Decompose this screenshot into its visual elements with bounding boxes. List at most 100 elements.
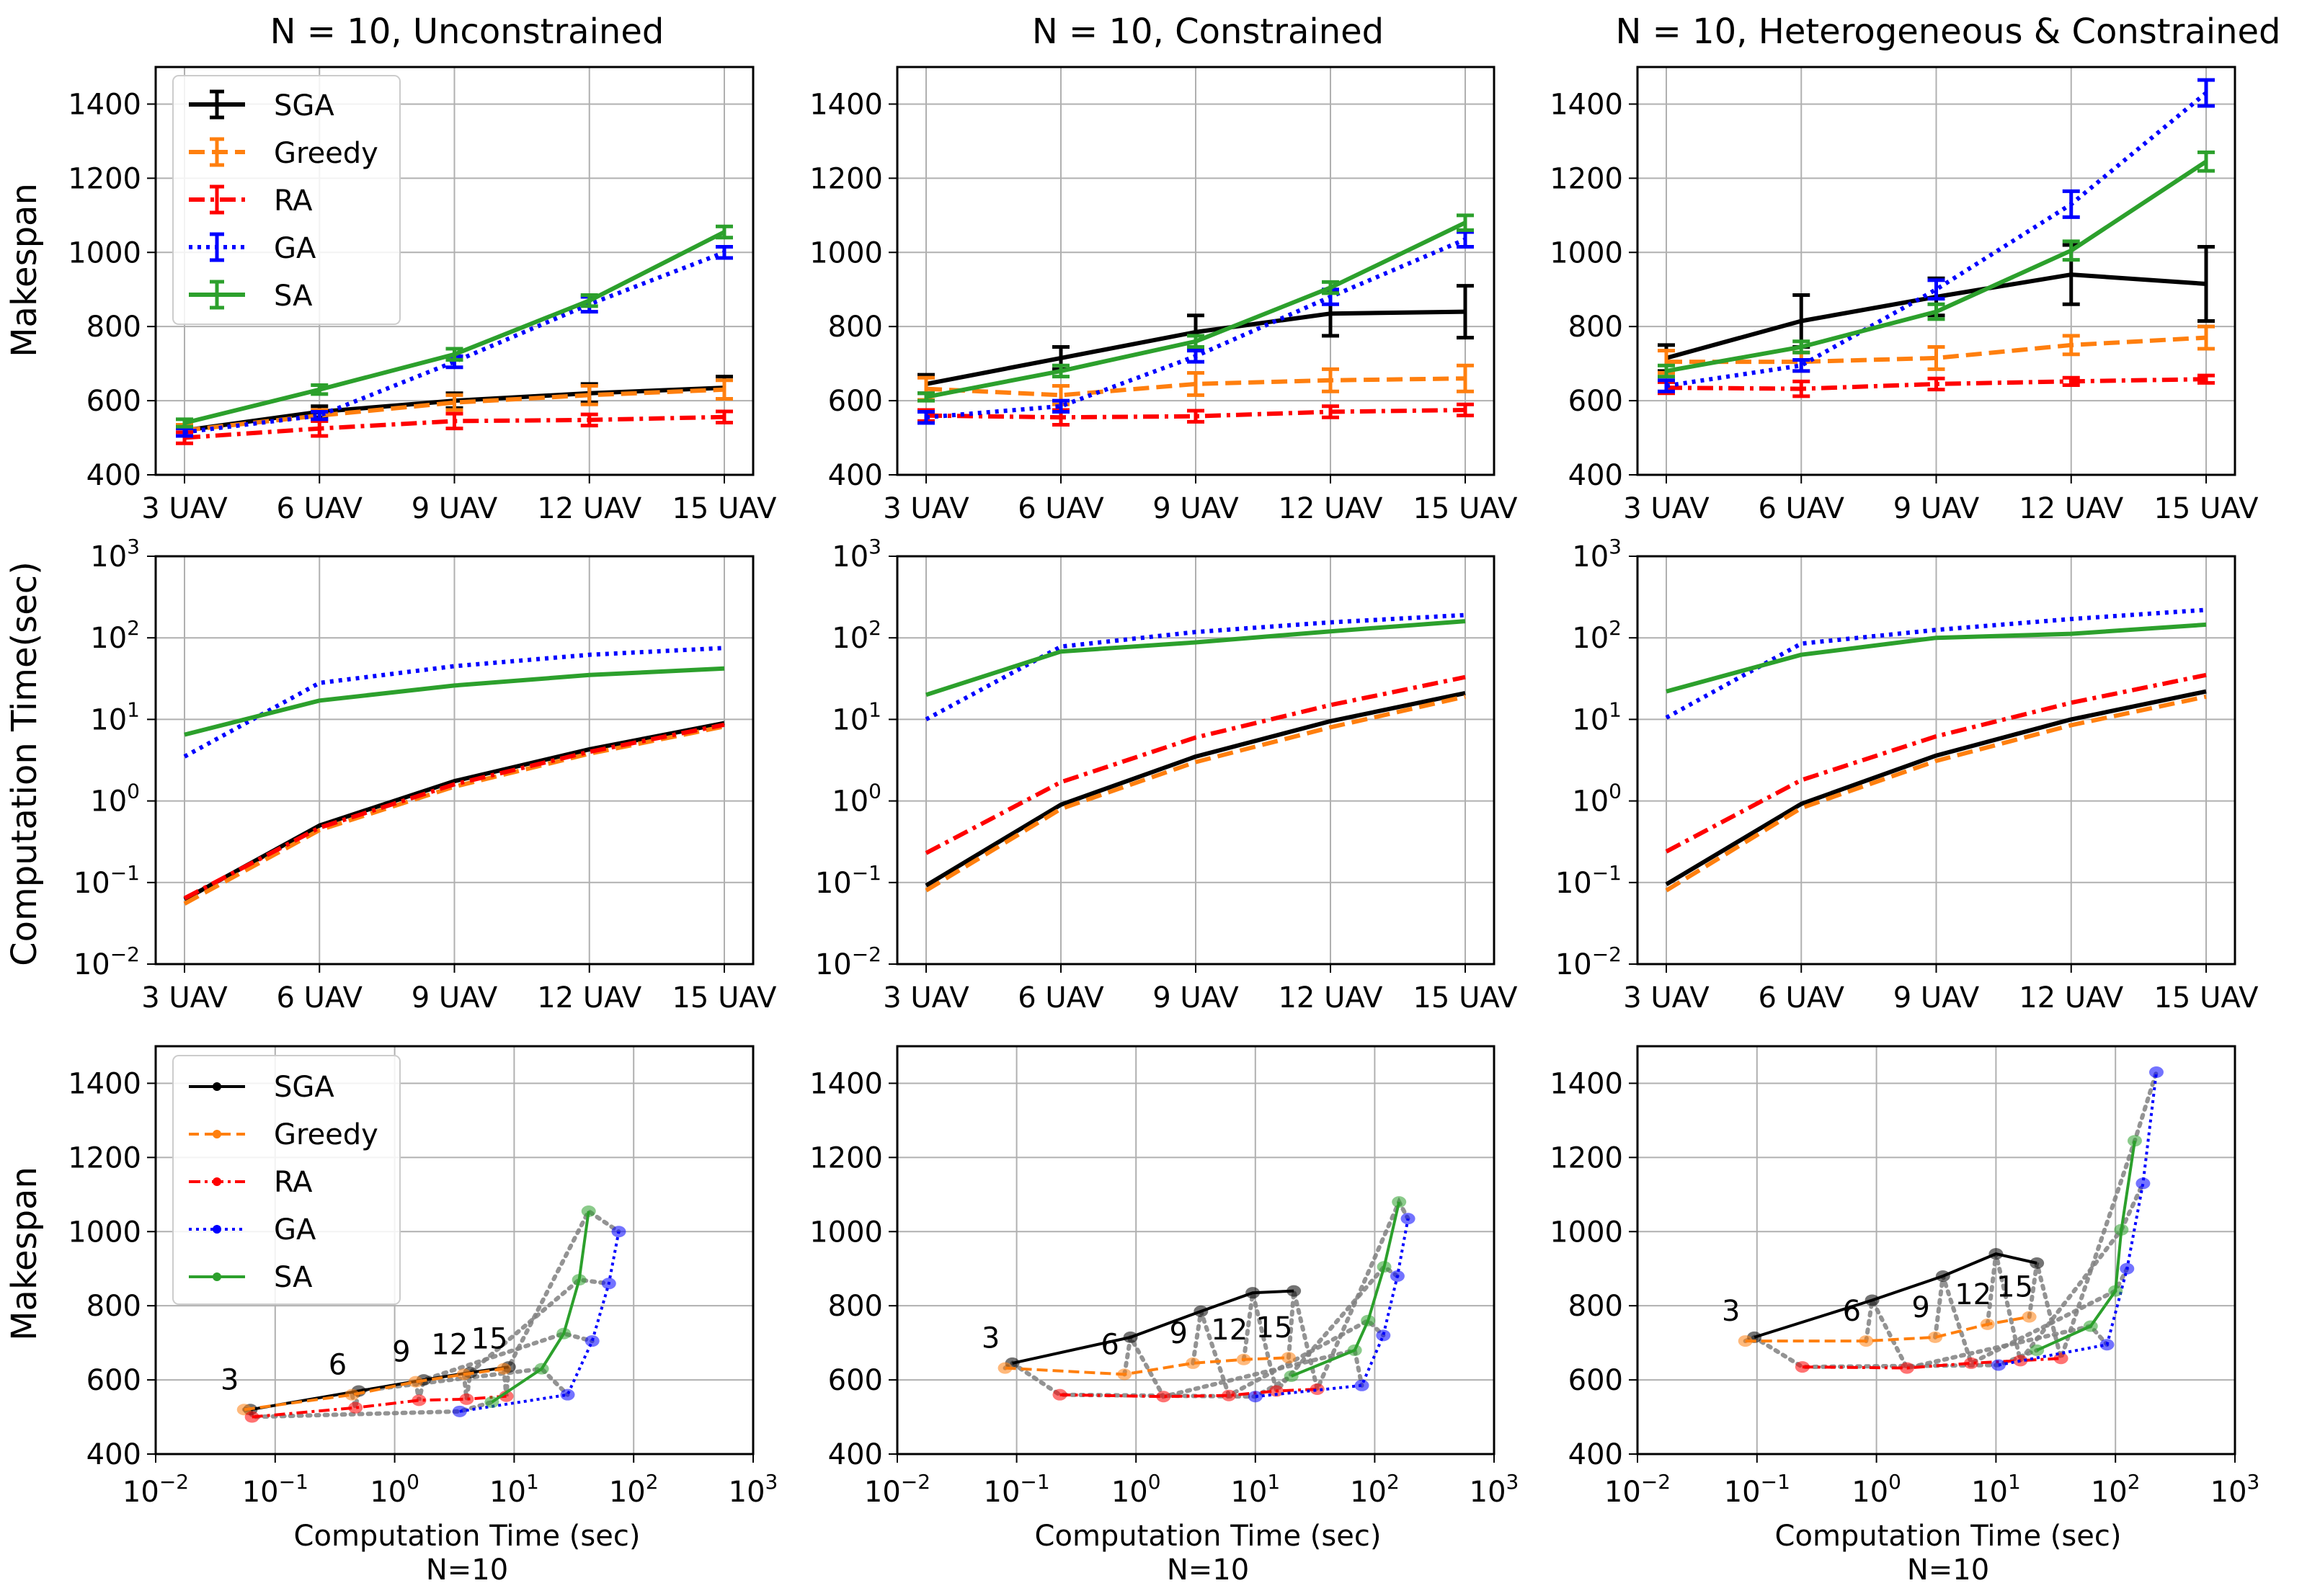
x-tick-exponent: 3 — [2247, 1470, 2260, 1494]
y-tick-exponent: −2 — [1592, 942, 1622, 966]
row3-col2-xlabel: Computation Time (sec) — [1035, 1520, 1382, 1553]
x-tick-label: 6 UAV — [276, 492, 363, 525]
y-tick-label: 1400 — [1550, 88, 1623, 121]
point-ga — [1991, 1359, 2006, 1371]
series-line-ra — [1665, 672, 2207, 854]
uav-count-label: 6 — [1843, 1295, 1861, 1328]
row3-col3-subxlabel: N=10 — [1907, 1553, 1989, 1587]
y-tick-label: 1400 — [68, 1067, 141, 1100]
x-tick-label: 9 UAV — [412, 492, 498, 525]
series-line-greedy — [244, 1367, 505, 1412]
x-tick-label: 3 UAV — [141, 492, 228, 525]
row3-col3-xlabel: Computation Time (sec) — [1775, 1520, 2122, 1553]
series-line-greedy — [925, 376, 1466, 398]
point-greedy — [1186, 1357, 1201, 1369]
uav-count-label: 9 — [1169, 1317, 1187, 1350]
y-tick-label: 1200 — [809, 1141, 883, 1174]
series-line-ra — [1059, 1388, 1317, 1399]
y-tick-label: 800 — [828, 1290, 883, 1323]
row3-col1-subxlabel: N=10 — [426, 1553, 508, 1587]
point-ra — [1795, 1361, 1810, 1373]
y-tick-label: 800 — [86, 1290, 141, 1323]
point-sga — [1935, 1270, 1950, 1283]
y-tick-exponent: 2 — [127, 616, 140, 640]
uav-count-label: 12 — [1211, 1314, 1248, 1347]
point-sga — [1194, 1305, 1209, 1317]
y-tick-exponent: 3 — [868, 535, 881, 558]
y-tick-label: 600 — [828, 1364, 883, 1397]
point-ga — [452, 1405, 467, 1417]
point-sga — [1988, 1248, 2004, 1260]
uav-count-label: 3 — [221, 1363, 239, 1396]
point-sa — [2030, 1344, 2045, 1356]
uav-count-label: 9 — [392, 1336, 410, 1369]
legend-bottom-ga: GA — [189, 1213, 316, 1247]
x-tick-exponent: 3 — [1506, 1470, 1519, 1494]
x-tick-label: 6 UAV — [1758, 492, 1844, 525]
y-tick-exponent: 0 — [868, 780, 881, 803]
axes-frame — [1636, 66, 2236, 476]
legend-bottom-sga: SGA — [189, 1071, 334, 1104]
y-tick-label: 600 — [86, 385, 141, 418]
uav-count-label: 3 — [982, 1322, 1000, 1355]
point-ga — [1376, 1329, 1391, 1342]
point-greedy — [497, 1363, 512, 1375]
point-sa — [572, 1274, 587, 1286]
y-tick-label: 1000 — [68, 1216, 141, 1249]
y-tick-label: 1000 — [1550, 1216, 1623, 1249]
y-tick-label: 1200 — [68, 162, 141, 195]
point-greedy — [1236, 1353, 1251, 1365]
point-ga — [2135, 1177, 2151, 1190]
point-ga — [1354, 1379, 1369, 1391]
x-tick-label: 3 UAV — [1623, 492, 1710, 525]
x-tick-exponent: 0 — [1888, 1470, 1901, 1494]
point-sa — [2108, 1285, 2123, 1297]
x-tick-label: 15 UAV — [2154, 981, 2259, 1015]
y-tick-label: 800 — [828, 311, 883, 344]
panel-row1-col3: 400 600 800 1000 1200 1400 3 UAV 6 UAV 9 UAV 12 U… — [1550, 66, 2259, 525]
y-tick-label: 1400 — [1550, 1067, 1623, 1100]
x-tick-label: 3 UAV — [883, 492, 969, 525]
x-tick-exponent: 2 — [646, 1470, 659, 1494]
x-tick-exponent: 0 — [406, 1470, 419, 1494]
series-line-ga — [459, 1231, 621, 1413]
y-tick-label: 100 — [90, 780, 140, 819]
point-ra — [1268, 1385, 1284, 1397]
point-greedy — [997, 1362, 1013, 1374]
y-tick-exponent: −2 — [852, 942, 881, 966]
point-sa — [2114, 1223, 2129, 1236]
x-tick-label: 6 UAV — [1018, 981, 1104, 1015]
y-tick-label: 400 — [86, 1438, 141, 1471]
connector-line — [1003, 1360, 1294, 1399]
x-tick-exponent: 1 — [2008, 1470, 2021, 1494]
series-line-greedy — [1665, 694, 2207, 893]
series-line-ga — [183, 646, 725, 759]
x-tick-exponent: 3 — [765, 1470, 778, 1494]
x-tick-label: 15 UAV — [672, 981, 777, 1015]
x-tick-label: 12 UAV — [2019, 492, 2124, 525]
legend-bottom-ga-label: GA — [274, 1213, 316, 1247]
series-line-ga — [1255, 1218, 1410, 1399]
x-tick-label: 15 UAV — [1413, 492, 1518, 525]
series-line-sa — [184, 666, 725, 737]
series-line-ga — [184, 250, 726, 434]
y-tick-label: 800 — [86, 311, 141, 344]
x-tick-exponent: 2 — [1387, 1470, 1400, 1494]
point-ra — [1963, 1357, 1978, 1369]
y-tick-label: 1000 — [809, 236, 883, 269]
column-title-2: N = 10, Constrained — [1032, 12, 1384, 52]
point-sa — [1361, 1314, 1376, 1327]
x-tick-label: 10−1 — [984, 1470, 1050, 1509]
x-tick-label: 3 UAV — [1623, 981, 1710, 1015]
y-tick-label: 1400 — [68, 88, 141, 121]
point-ra — [459, 1393, 474, 1405]
point-ra — [2053, 1352, 2068, 1365]
uav-count-label: 9 — [1911, 1291, 1929, 1324]
series-line-ga — [925, 612, 1466, 722]
axes-frame — [154, 66, 755, 476]
point-ra — [412, 1394, 427, 1406]
legend-top-ra: RA — [189, 184, 313, 218]
point-sa — [581, 1205, 596, 1217]
